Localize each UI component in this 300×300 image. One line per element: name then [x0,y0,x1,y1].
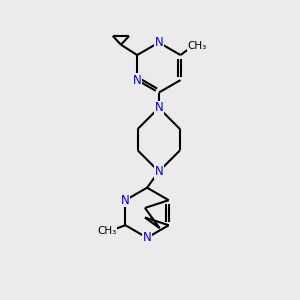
Text: N: N [154,101,163,114]
Text: N: N [133,74,142,87]
Text: N: N [154,36,163,49]
Text: CH₃: CH₃ [188,40,207,51]
Text: CH₃: CH₃ [97,226,116,236]
Text: N: N [121,194,130,207]
Text: N: N [143,231,152,244]
Text: N: N [154,165,163,178]
